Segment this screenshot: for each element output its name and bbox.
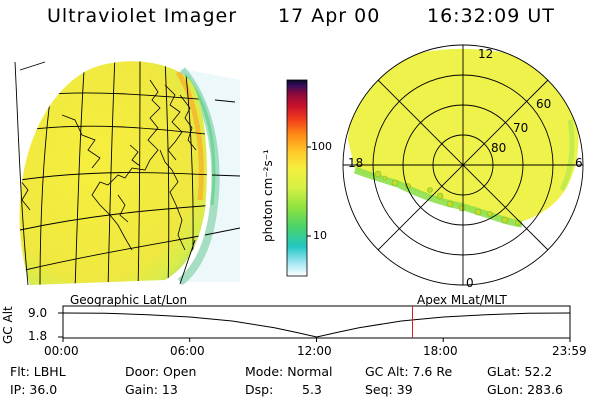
colorbar-unit-label: photon cm⁻²s⁻¹: [261, 149, 275, 242]
colorbar: [286, 79, 311, 277]
flt-readout: Flt: LBHL: [10, 364, 66, 379]
mlt-label-6: 6: [575, 156, 583, 170]
xtick-0600: 06:00: [170, 344, 205, 358]
mlt-label-0: 0: [466, 276, 474, 290]
xtick-1200: 12:00: [297, 344, 332, 358]
colorbar-tick-100: 100: [311, 140, 332, 153]
date-label: 17 Apr 00: [278, 5, 381, 27]
gcalt-readout: GC Alt: 7.6 Re: [365, 364, 453, 379]
seq-readout: Seq: 39: [365, 382, 413, 397]
altitude-curve: [62, 312, 571, 338]
polar-grid: [342, 44, 584, 286]
xtick-1800: 18:00: [423, 344, 458, 358]
coastlines: [19, 61, 197, 251]
gain-readout: Gain: 13: [125, 382, 178, 397]
colorbar-tick-10: 10: [313, 229, 327, 242]
glon-readout: GLon: 283.6: [487, 382, 563, 397]
ip-readout: IP: 36.0: [10, 382, 58, 397]
xtick-0000: 00:00: [44, 344, 79, 358]
altitude-ylabel: GC Alt: [1, 306, 15, 344]
apex-label: Apex MLat/MLT: [417, 293, 507, 307]
dsp-label: Dsp:: [245, 382, 274, 397]
altitude-ytick-1-8: 1.8: [28, 329, 48, 343]
app-title: Ultraviolet Imager: [47, 5, 238, 27]
mlt-label-12: 12: [478, 47, 494, 61]
time-label: 16:32:09 UT: [427, 5, 555, 27]
dsp-value: 5.3: [302, 382, 322, 397]
altitude-plot: [58, 305, 571, 342]
xtick-2359: 23:59: [552, 344, 587, 358]
mlt-label-18: 18: [348, 156, 364, 170]
aurora-dots: [374, 170, 521, 226]
polar-plot: [342, 44, 584, 286]
door-readout: Door: Open: [125, 364, 197, 379]
lat-label-70: 70: [513, 121, 529, 135]
lat-label-80: 80: [491, 141, 507, 155]
limb-glow: [178, 68, 240, 282]
glat-readout: GLat: 52.2: [487, 364, 553, 379]
mode-readout: Mode: Normal: [245, 364, 333, 379]
altitude-ytick-9: 9.0: [28, 306, 48, 320]
geographic-map: [14, 61, 241, 286]
geographic-label: Geographic Lat/Lon: [70, 293, 188, 307]
lat-label-60: 60: [536, 97, 552, 111]
